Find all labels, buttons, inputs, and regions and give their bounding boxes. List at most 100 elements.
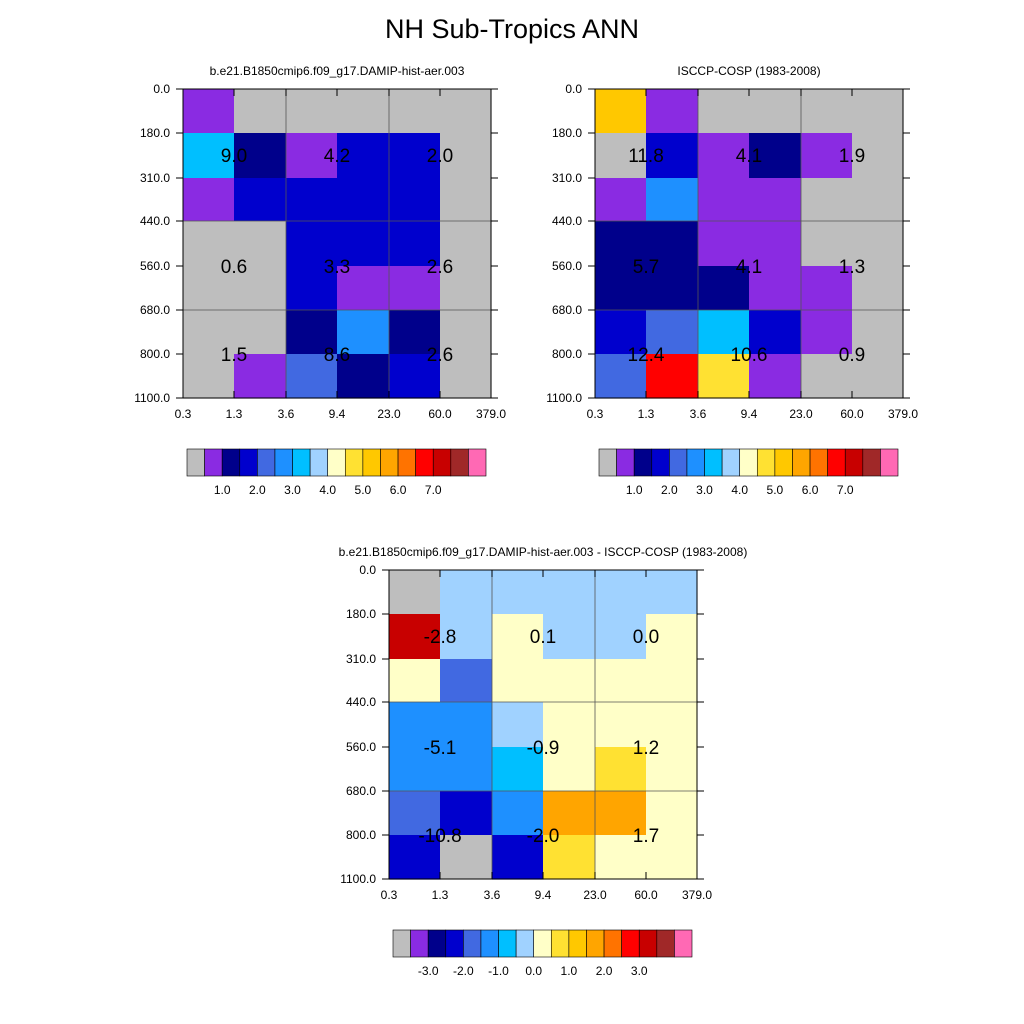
heatmap-cell: [801, 310, 853, 355]
x-tick-label: 1.3: [638, 407, 655, 421]
heatmap-cell: [183, 178, 235, 222]
heatmap-cell: [440, 747, 493, 792]
colorbar-swatch: [756, 448, 776, 477]
heatmap-cell: [183, 89, 235, 134]
y-tick-label: 800.0: [346, 828, 376, 842]
heatmap-cell: [801, 178, 853, 222]
heatmap-cell: [646, 702, 698, 748]
x-tick-label: 1.3: [432, 888, 449, 902]
cell-value-label: 3.3: [324, 257, 350, 278]
heatmap-cell: [440, 835, 493, 880]
colorbar-swatch: [515, 929, 535, 958]
heatmap-cell: [234, 310, 287, 355]
colorbar-swatch: [415, 448, 434, 477]
heatmap-cell: [286, 266, 338, 311]
colorbar-swatch: [292, 448, 311, 477]
colorbar-swatch: [621, 929, 640, 958]
heatmap-cell: [543, 570, 596, 615]
colorbar-swatch: [792, 448, 811, 477]
heatmap-cell: [543, 702, 596, 748]
colorbar-swatch: [204, 448, 223, 477]
heatmap-cell: [646, 89, 699, 134]
x-tick-label: 1.3: [226, 407, 243, 421]
x-tick-label: 3.6: [690, 407, 707, 421]
colorbar-swatch: [656, 929, 675, 958]
heatmap-cell: [440, 570, 493, 615]
heatmap-cell: [595, 310, 647, 355]
heatmap-cell: [749, 266, 802, 311]
heatmap-cell: [286, 89, 338, 134]
x-tick-label: 9.4: [535, 888, 552, 902]
colorbar-swatch: [410, 929, 429, 958]
colorbar-label: -2.0: [453, 964, 474, 978]
y-tick-label: 680.0: [346, 784, 376, 798]
y-tick-label: 440.0: [552, 214, 582, 228]
heatmap-cell: [389, 570, 441, 615]
panel-title: ISCCP-COSP (1983-2008): [677, 64, 820, 78]
colorbar-label: 0.0: [525, 964, 542, 978]
heatmap-cell: [749, 89, 802, 134]
heatmap-cell: [801, 221, 853, 267]
x-tick-label: 0.3: [587, 407, 604, 421]
colorbar-label: 3.0: [696, 483, 713, 497]
heatmap-cell: [646, 747, 698, 792]
colorbar-swatch: [809, 448, 828, 477]
y-tick-label: 440.0: [346, 695, 376, 709]
colorbar-swatch: [432, 448, 452, 477]
heatmap-cell: [595, 221, 647, 267]
cell-value-label: 0.1: [530, 627, 556, 648]
heatmap-cell: [440, 354, 492, 399]
cell-value-label: 8.6: [324, 345, 350, 366]
colorbar-swatch: [568, 929, 587, 958]
heatmap-cell: [234, 178, 287, 222]
colorbar-label: 1.0: [626, 483, 643, 497]
x-tick-label: 60.0: [428, 407, 452, 421]
colorbar-swatch: [397, 448, 416, 477]
y-tick-label: 560.0: [552, 259, 582, 273]
heatmap-cell: [389, 354, 441, 399]
heatmap-cell: [234, 89, 287, 134]
panel-title: b.e21.B1850cmip6.f09_g17.DAMIP-hist-aer.…: [339, 545, 748, 559]
x-tick-label: 23.0: [789, 407, 813, 421]
cell-value-label: 2.0: [427, 146, 453, 167]
heatmap-cell: [595, 266, 647, 311]
x-tick-label: 379.0: [476, 407, 506, 421]
colorbar-label: 1.0: [561, 964, 578, 978]
y-tick-label: 180.0: [140, 126, 170, 140]
heatmap-cell: [801, 266, 853, 311]
cell-value-label: 0.9: [839, 345, 865, 366]
heatmap-cell: [286, 310, 338, 355]
colorbar-swatch: [463, 929, 482, 958]
colorbar-swatch: [704, 448, 723, 477]
heatmap-cell: [646, 221, 699, 267]
heatmap-cell: [183, 310, 235, 355]
cell-value-label: 2.6: [427, 345, 453, 366]
x-tick-label: 0.3: [381, 888, 398, 902]
heatmap-cell: [337, 89, 390, 134]
heatmap-cell: [389, 659, 441, 703]
y-tick-label: 0.0: [153, 82, 170, 96]
heatmap-cell: [389, 310, 441, 355]
y-tick-label: 800.0: [140, 347, 170, 361]
colorbar-swatch: [498, 929, 517, 958]
colorbar-label: -1.0: [488, 964, 509, 978]
colorbar-swatch: [186, 448, 205, 477]
colorbar-swatch: [392, 929, 411, 958]
heatmap-cell: [646, 266, 699, 311]
figure-title: NH Sub-Tropics ANN: [384, 14, 640, 44]
colorbar-swatch: [480, 929, 499, 958]
cell-value-label: -2.0: [527, 826, 560, 847]
heatmap-cell: [595, 835, 647, 880]
y-tick-label: 800.0: [552, 347, 582, 361]
heatmap-cell: [389, 614, 441, 660]
colorbar-swatch: [344, 448, 364, 477]
heatmap-cell: [595, 133, 647, 179]
x-tick-label: 0.3: [175, 407, 192, 421]
cell-value-label: 5.7: [633, 257, 659, 278]
cell-value-label: 11.8: [628, 146, 664, 167]
cell-value-label: -0.9: [527, 738, 560, 759]
colorbar-label: 5.0: [767, 483, 784, 497]
heatmap-cell: [595, 178, 647, 222]
heatmap-cell: [852, 221, 904, 267]
